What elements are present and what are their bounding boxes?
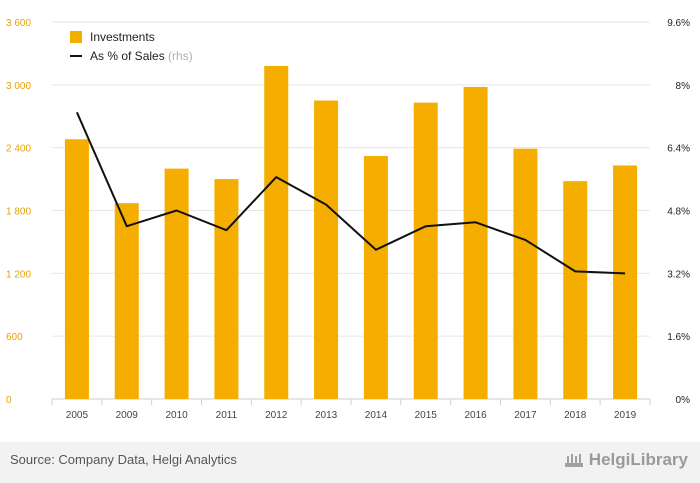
library-icon	[564, 454, 583, 467]
bar-investments	[64, 139, 89, 400]
left-axis-tick-label: 600	[6, 332, 23, 343]
left-axis-tick-label: 3 600	[6, 18, 31, 29]
left-axis-tick-label: 0	[6, 395, 12, 406]
footer: Source: Company Data, Helgi Analytics He…	[0, 442, 700, 483]
x-axis-tick-label: 2010	[165, 410, 188, 421]
right-axis-tick-label: 9.6%	[667, 18, 690, 29]
bar-investments	[613, 165, 638, 399]
bar-investments	[314, 100, 339, 400]
x-axis-tick-label: 2016	[464, 410, 487, 421]
bar-investments	[413, 102, 438, 399]
left-axis-tick-label: 1 200	[6, 269, 31, 280]
bar-investments	[363, 156, 388, 399]
legend-label-investments: Investments	[90, 30, 155, 44]
right-axis-tick-label: 4.8%	[667, 207, 690, 218]
bar-investments	[463, 86, 488, 399]
x-axis-tick-label: 2014	[365, 410, 388, 421]
legend-label-rhs: (rhs)	[168, 49, 193, 63]
left-axis-tick-label: 2 400	[6, 144, 31, 155]
brand-name: HelgiLibrary	[588, 450, 688, 469]
chart: 0 600 1 200 1 800 2 400 3 000 3 600 0% 1.6% 3.2% 4…	[6, 18, 691, 421]
x-axis-tick-label: 2005	[66, 410, 89, 421]
left-axis-tick-label: 1 800	[6, 207, 31, 218]
bar-investments	[114, 203, 139, 399]
x-axis-tick-label: 2013	[315, 410, 338, 421]
line-sales-pct	[76, 111, 626, 275]
legend-swatch-investments	[70, 31, 82, 43]
source-text: Source: Company Data, Helgi Analytics	[10, 452, 237, 467]
x-axis-tick-label: 2011	[216, 410, 238, 421]
left-axis-tick-label: 3 000	[6, 81, 31, 92]
bar-investments	[513, 148, 538, 399]
x-axis-tick-label: 2019	[614, 410, 637, 421]
helgi-library-logo[interactable]: HelgiLibrary	[563, 449, 688, 471]
legend-label-sales-pct: As % of Sales (rhs)	[90, 49, 193, 63]
x-axis-tick-label: 2012	[265, 410, 288, 421]
bar-investments	[264, 65, 289, 399]
right-axis-tick-label: 6.4%	[667, 144, 690, 155]
x-axis-tick-label: 2009	[116, 410, 139, 421]
x-axis-tick-label: 2017	[514, 410, 537, 421]
right-axis-tick-label: 3.2%	[667, 269, 690, 280]
x-axis-tick-label: 2015	[415, 410, 438, 421]
right-axis-tick-label: 0%	[676, 395, 691, 406]
x-axis-tick-label: 2018	[564, 410, 587, 421]
right-axis-tick-label: 8%	[676, 81, 691, 92]
bar-investments	[563, 181, 588, 399]
right-axis-tick-label: 1.6%	[667, 332, 690, 343]
bar-investments	[164, 168, 189, 399]
bar-investments	[214, 179, 239, 399]
